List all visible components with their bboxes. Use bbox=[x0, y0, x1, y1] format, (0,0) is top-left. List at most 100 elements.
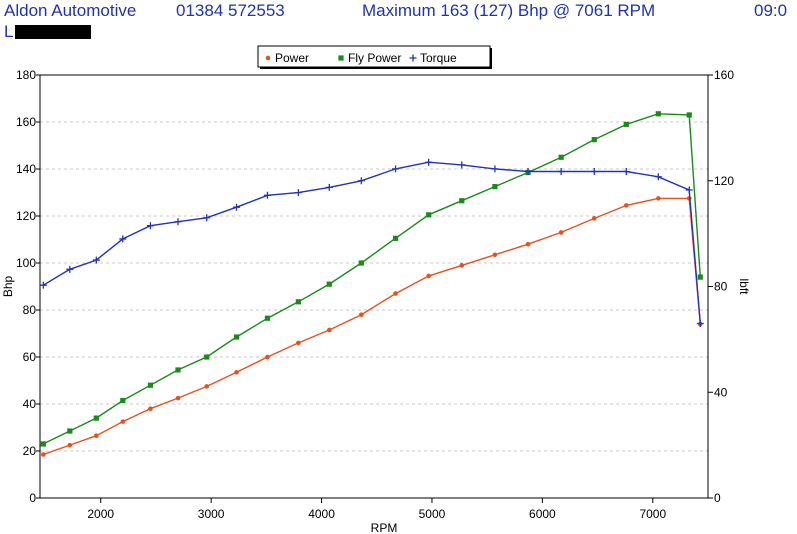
power-point bbox=[393, 291, 398, 296]
torque-point bbox=[92, 256, 100, 264]
phone-number: 01384 572553 bbox=[176, 1, 285, 20]
power-point bbox=[558, 230, 564, 235]
fly-power-point bbox=[459, 198, 465, 204]
legend-fly-power-marker bbox=[338, 55, 344, 61]
fly-power-point bbox=[93, 415, 99, 421]
x-axis-label: RPM bbox=[371, 521, 398, 534]
power-point bbox=[623, 203, 629, 208]
power-point bbox=[525, 241, 531, 247]
fly-power-point bbox=[492, 184, 498, 190]
torque-point bbox=[524, 167, 532, 175]
power-point bbox=[296, 340, 301, 346]
fly-power-point bbox=[623, 121, 629, 127]
torque-point bbox=[425, 158, 433, 166]
fly-power-point bbox=[233, 334, 240, 340]
plot-frame bbox=[39, 74, 709, 499]
power-point bbox=[120, 419, 126, 424]
power-point bbox=[359, 312, 364, 318]
fly-power-point bbox=[40, 441, 46, 447]
y-right-tick-label: 40 bbox=[714, 385, 728, 399]
header-line2: L bbox=[4, 22, 14, 41]
power-point bbox=[265, 354, 270, 360]
torque-point bbox=[392, 165, 400, 173]
fly-power-point bbox=[697, 274, 703, 280]
torque-line bbox=[42, 161, 701, 324]
power-point bbox=[459, 263, 465, 268]
legend-power-marker bbox=[265, 55, 271, 61]
torque-series bbox=[39, 158, 704, 328]
redaction-bar bbox=[15, 25, 91, 39]
fly-power-point bbox=[591, 137, 597, 143]
fly-power-point bbox=[558, 154, 564, 160]
y-left-tick-label: 60 bbox=[23, 350, 37, 364]
fly-power-point bbox=[686, 112, 692, 118]
torque-point bbox=[557, 167, 565, 175]
torque-point bbox=[119, 235, 127, 243]
power-point bbox=[204, 384, 210, 389]
y-axis-left: 0 20 40 60 80 100 120 140 160 180 bbox=[16, 68, 40, 505]
y-right-tick-label: 80 bbox=[714, 280, 728, 294]
power-point bbox=[426, 273, 431, 279]
power-point bbox=[492, 252, 498, 258]
power-point bbox=[94, 433, 99, 439]
fly-power-point bbox=[655, 111, 661, 117]
y-right-tick-label: 120 bbox=[714, 174, 734, 188]
y-left-tick-label: 0 bbox=[29, 491, 36, 505]
y-axis-left-label: Bhp bbox=[1, 276, 15, 298]
torque-point bbox=[233, 203, 241, 211]
y-right-tick-label: 160 bbox=[714, 68, 734, 82]
torque-point bbox=[66, 265, 74, 273]
y-left-tick-label: 160 bbox=[16, 115, 36, 129]
series-layer bbox=[39, 111, 704, 457]
power-point bbox=[175, 395, 181, 401]
legend-power-label: Power bbox=[275, 51, 309, 65]
legend-torque-label: Torque bbox=[420, 51, 457, 65]
power-point bbox=[234, 369, 239, 375]
fly-power-point bbox=[264, 315, 271, 321]
fly-power-point bbox=[392, 235, 399, 241]
torque-point bbox=[654, 173, 662, 181]
legend-fly-power-label: Fly Power bbox=[348, 51, 401, 65]
y-left-tick-label: 120 bbox=[16, 209, 36, 223]
torque-point bbox=[146, 222, 154, 230]
y-left-tick-label: 100 bbox=[16, 256, 36, 270]
y-axis-right: 0 40 80 120 160 bbox=[708, 68, 734, 505]
power-point bbox=[326, 327, 332, 333]
fly-power-point bbox=[67, 428, 73, 434]
x-tick-label: 6000 bbox=[529, 507, 556, 521]
legend-torque-marker bbox=[409, 54, 417, 62]
torque-point bbox=[174, 218, 182, 226]
y-left-tick-label: 140 bbox=[16, 162, 36, 176]
legend: Power Fly Power Torque bbox=[257, 45, 492, 69]
fly-power-point bbox=[204, 354, 210, 360]
fly-power-point bbox=[326, 281, 332, 287]
fly-power-point bbox=[295, 299, 301, 305]
torque-point bbox=[622, 167, 630, 175]
torque-point bbox=[696, 320, 704, 328]
torque-point bbox=[685, 186, 693, 194]
torque-point bbox=[357, 177, 365, 185]
fly-power-point bbox=[175, 367, 181, 373]
fly-power-point bbox=[147, 382, 154, 388]
torque-point bbox=[203, 214, 211, 222]
torque-point bbox=[263, 191, 271, 199]
x-tick-label: 3000 bbox=[198, 507, 225, 521]
power-series bbox=[41, 196, 703, 457]
time-readout: 09:0 bbox=[754, 1, 788, 20]
fly-power-line bbox=[42, 113, 701, 445]
legend-box bbox=[257, 45, 491, 68]
torque-point bbox=[458, 161, 466, 169]
fly-power-point bbox=[120, 397, 126, 404]
x-tick-label: 4000 bbox=[308, 507, 335, 521]
y-left-tick-label: 80 bbox=[23, 303, 37, 317]
x-tick-label: 5000 bbox=[419, 507, 446, 521]
y-left-tick-label: 180 bbox=[16, 68, 36, 82]
y-right-tick-label: 0 bbox=[714, 491, 721, 505]
maximum-power-summary: Maximum 163 (127) Bhp @ 7061 RPM bbox=[362, 1, 656, 20]
x-axis: 2000 3000 4000 5000 6000 7000 bbox=[87, 498, 666, 521]
x-tick-label: 2000 bbox=[87, 507, 114, 521]
power-point bbox=[656, 196, 661, 201]
company-name: Aldon Automotive bbox=[4, 1, 137, 20]
torque-point bbox=[491, 165, 499, 173]
